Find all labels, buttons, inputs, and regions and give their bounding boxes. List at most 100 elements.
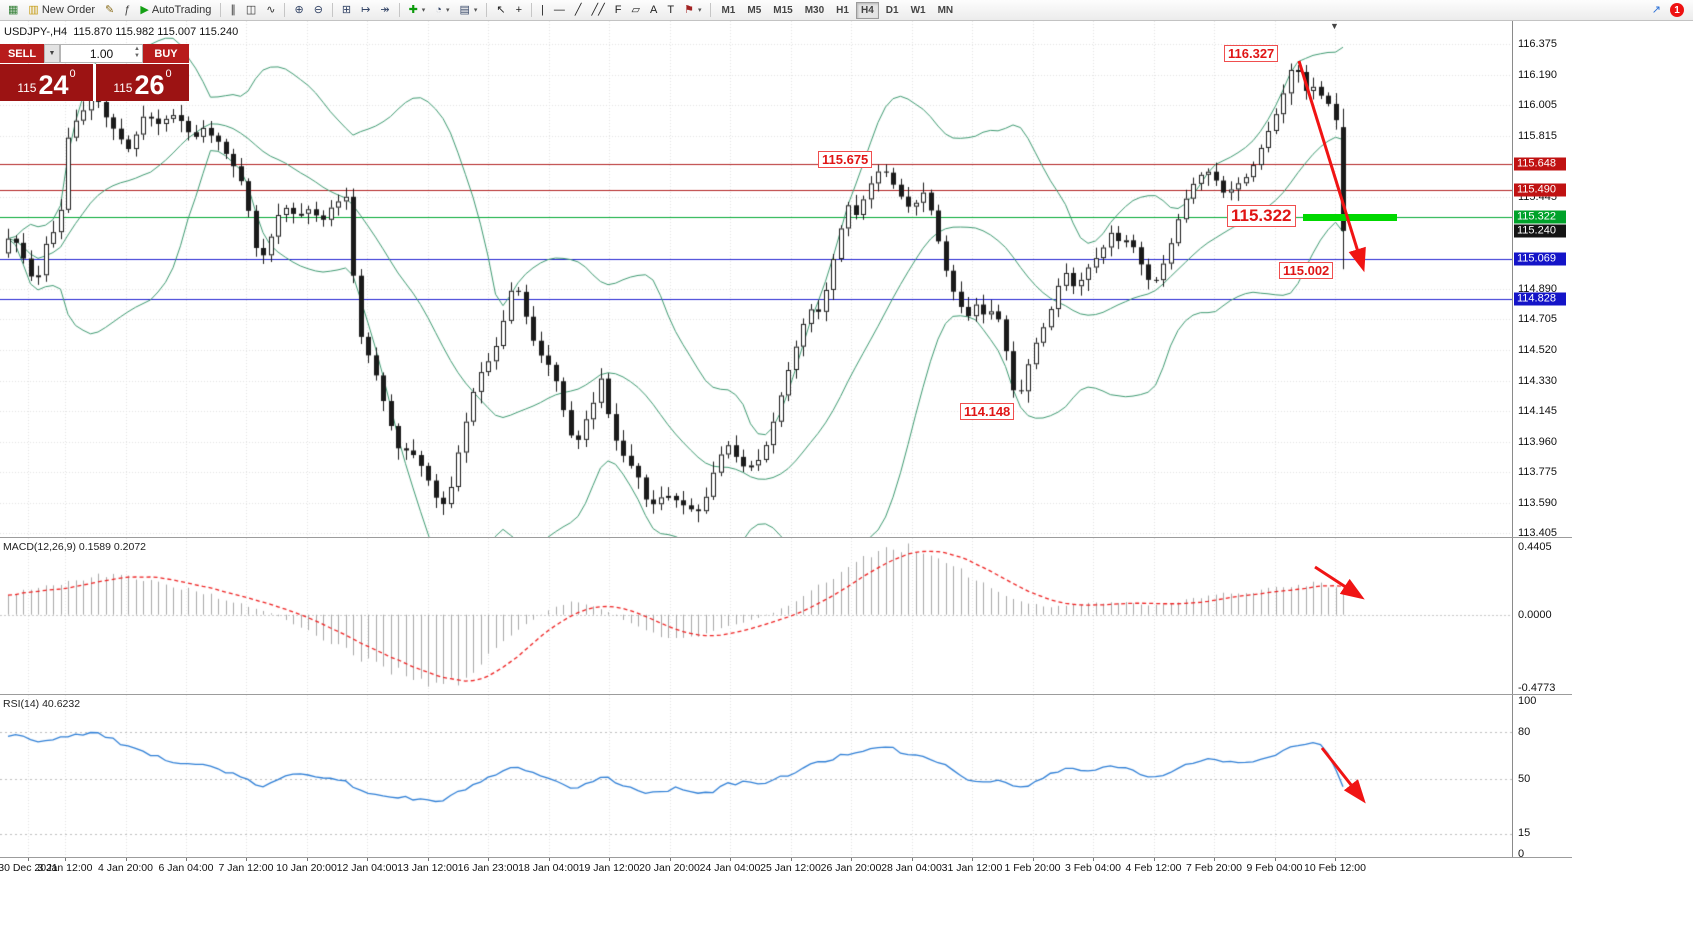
timeframe-m30-button[interactable]: M30 bbox=[804, 4, 825, 16]
sell-price[interactable]: 115 24 0 bbox=[0, 64, 93, 101]
buy-price[interactable]: 115 26 0 bbox=[96, 64, 189, 101]
time-axis-label: 13 Jan 12:00 bbox=[397, 862, 458, 874]
price-chart-canvas[interactable] bbox=[0, 21, 1512, 537]
sell-button[interactable]: SELL bbox=[0, 44, 44, 63]
macd-scale-label: -0.4773 bbox=[1518, 682, 1556, 694]
time-tick bbox=[367, 858, 368, 861]
buy-button[interactable]: BUY bbox=[143, 44, 189, 63]
line-chart-button[interactable]: ∿ bbox=[262, 1, 279, 20]
chevron-down-icon: ▾ bbox=[421, 7, 426, 14]
zoom-out-icon: ⊖ bbox=[313, 3, 323, 16]
new-chart-button[interactable]: ▦ bbox=[4, 1, 22, 20]
sell-price-big: 24 bbox=[38, 70, 69, 100]
price-callout[interactable]: 115.322 bbox=[1227, 205, 1296, 227]
timeframe-m1-button[interactable]: M1 bbox=[721, 4, 736, 16]
time-tick bbox=[65, 858, 66, 861]
timeframe-h4-button[interactable]: H4 bbox=[855, 1, 879, 19]
price-axis-label: 116.375 bbox=[1518, 38, 1557, 50]
time-axis: 30 Dec 2021 3 Jan 12:00 4 Jan 20:00 6 Jan 0… bbox=[0, 858, 1572, 876]
toolbar-right-icons: ↗ bbox=[1647, 1, 1666, 20]
price-axis-label: 114.890 bbox=[1518, 282, 1557, 295]
horizontal-line-button[interactable]: — bbox=[550, 1, 569, 20]
text-button[interactable]: A bbox=[646, 1, 661, 20]
trendline-button[interactable]: ╱ bbox=[571, 1, 586, 20]
pane-separator[interactable] bbox=[0, 694, 1572, 695]
vertical-line-button[interactable]: | bbox=[537, 1, 548, 20]
crosshair-button[interactable]: + bbox=[512, 1, 526, 20]
candlestick-chart-button[interactable]: ◫ bbox=[242, 1, 260, 20]
volume-stepper[interactable]: ▲ ▼ bbox=[134, 46, 140, 60]
pane-separator[interactable] bbox=[0, 537, 1572, 538]
text-icon: A bbox=[649, 3, 658, 16]
tile-windows-button[interactable]: ⊞ bbox=[338, 1, 355, 20]
candlestick-chart-icon: ◫ bbox=[245, 3, 257, 16]
community-button[interactable]: ↗ bbox=[1648, 1, 1665, 20]
cursor-icon: ↖ bbox=[496, 3, 506, 16]
time-tick bbox=[548, 858, 550, 861]
price-divider bbox=[93, 64, 96, 101]
support-highlight-line[interactable] bbox=[1303, 214, 1397, 221]
text-label-button[interactable]: T bbox=[663, 1, 678, 20]
order-type-dropdown[interactable]: ▼ bbox=[44, 44, 60, 63]
macd-canvas[interactable] bbox=[0, 538, 1512, 694]
cursor-button[interactable]: ↖ bbox=[492, 1, 509, 20]
chevron-down-icon: ▼ bbox=[48, 50, 56, 57]
price-callout[interactable]: 116.327 bbox=[1224, 45, 1279, 62]
time-tick bbox=[730, 858, 731, 861]
arrow-tools-button[interactable]: ⚑ ▾ bbox=[680, 1, 705, 20]
price-callout[interactable]: 114.148 bbox=[960, 403, 1015, 420]
time-axis-label: 24 Jan 04:00 bbox=[699, 862, 761, 874]
shapes-button[interactable]: ▱ bbox=[628, 1, 644, 20]
timeframe-d1-button[interactable]: D1 bbox=[885, 4, 899, 16]
trendline-icon: ╱ bbox=[574, 3, 582, 16]
price-axis-label: 116.005 bbox=[1518, 99, 1557, 111]
timeframe-w1-button[interactable]: W1 bbox=[910, 4, 926, 16]
zoom-in-button[interactable]: ⊕ bbox=[290, 1, 307, 20]
indicators-icon: ✚ bbox=[408, 3, 418, 16]
templates-button[interactable]: ▤ ▾ bbox=[455, 1, 481, 20]
rsi-canvas[interactable] bbox=[0, 695, 1512, 857]
experts-button[interactable]: ƒ bbox=[120, 1, 134, 20]
pane-separator bbox=[0, 857, 1572, 858]
rsi-scale-label: 80 bbox=[1518, 726, 1531, 738]
metaeditor-button[interactable]: ✎ bbox=[101, 1, 118, 20]
autotrading-button[interactable]: ▶ AutoTrading bbox=[136, 1, 215, 20]
chart-ohlc-title: USDJPY-,H4 115.870 115.982 115.007 115.2… bbox=[4, 26, 239, 38]
auto-scroll-button[interactable]: ↦ bbox=[357, 1, 374, 20]
time-axis-label: 4 Feb 12:00 bbox=[1125, 862, 1182, 874]
equidistant-channel-button[interactable]: ╱╱ bbox=[588, 1, 609, 20]
vertical-line-icon: | bbox=[541, 3, 544, 16]
timeframe-mn-button[interactable]: MN bbox=[937, 4, 954, 16]
rsi-indicator-label: RSI(14) 40.6232 bbox=[3, 698, 81, 710]
spinner-down-icon[interactable]: ▼ bbox=[134, 53, 140, 59]
macd-scale-label: 0.4405 bbox=[1518, 541, 1552, 553]
macd-indicator-label: MACD(12,26,9) 0.1589 0.2072 bbox=[3, 541, 147, 553]
price-axis-label: 114.145 bbox=[1518, 405, 1557, 418]
bar-chart-button[interactable]: ∥ bbox=[226, 1, 240, 20]
timeframe-m15-button[interactable]: M15 bbox=[773, 4, 793, 16]
timeframe-m5-button[interactable]: M5 bbox=[747, 4, 762, 16]
volume-input[interactable]: 1.00 ▲ ▼ bbox=[60, 44, 143, 63]
periods-button[interactable]: ◔ ▾ bbox=[431, 1, 453, 20]
time-tick bbox=[1093, 858, 1094, 861]
chart-shift-button[interactable]: ↠ bbox=[376, 1, 393, 20]
notification-badge[interactable]: 1 bbox=[1670, 3, 1684, 17]
shapes-icon: ▱ bbox=[631, 3, 640, 16]
price-callout[interactable]: 115.675 bbox=[818, 151, 873, 168]
buy-price-pip: 0 bbox=[165, 68, 172, 80]
zoom-out-button[interactable]: ⊖ bbox=[310, 1, 327, 20]
fibonacci-button[interactable]: F bbox=[611, 1, 626, 20]
buy-price-prefix: 115 bbox=[113, 81, 133, 95]
price-axis-label: 116.190 bbox=[1518, 68, 1557, 81]
toolbar-separator bbox=[486, 3, 488, 17]
autotrading-label: AutoTrading bbox=[151, 4, 212, 16]
price-callout[interactable]: 115.002 bbox=[1279, 262, 1334, 279]
spinner-up-icon[interactable]: ▲ bbox=[134, 46, 140, 52]
indicators-button[interactable]: ✚ ▾ bbox=[405, 1, 430, 20]
new-order-button[interactable]: ▥ New Order bbox=[24, 1, 99, 20]
time-axis-label: 12 Jan 04:00 bbox=[336, 862, 398, 874]
chart-shift-marker-icon[interactable]: ▼ bbox=[1330, 21, 1339, 31]
arrow-tools-icon: ⚑ bbox=[684, 3, 694, 16]
timeframe-h1-button[interactable]: H1 bbox=[836, 4, 849, 16]
time-tick bbox=[911, 858, 913, 861]
